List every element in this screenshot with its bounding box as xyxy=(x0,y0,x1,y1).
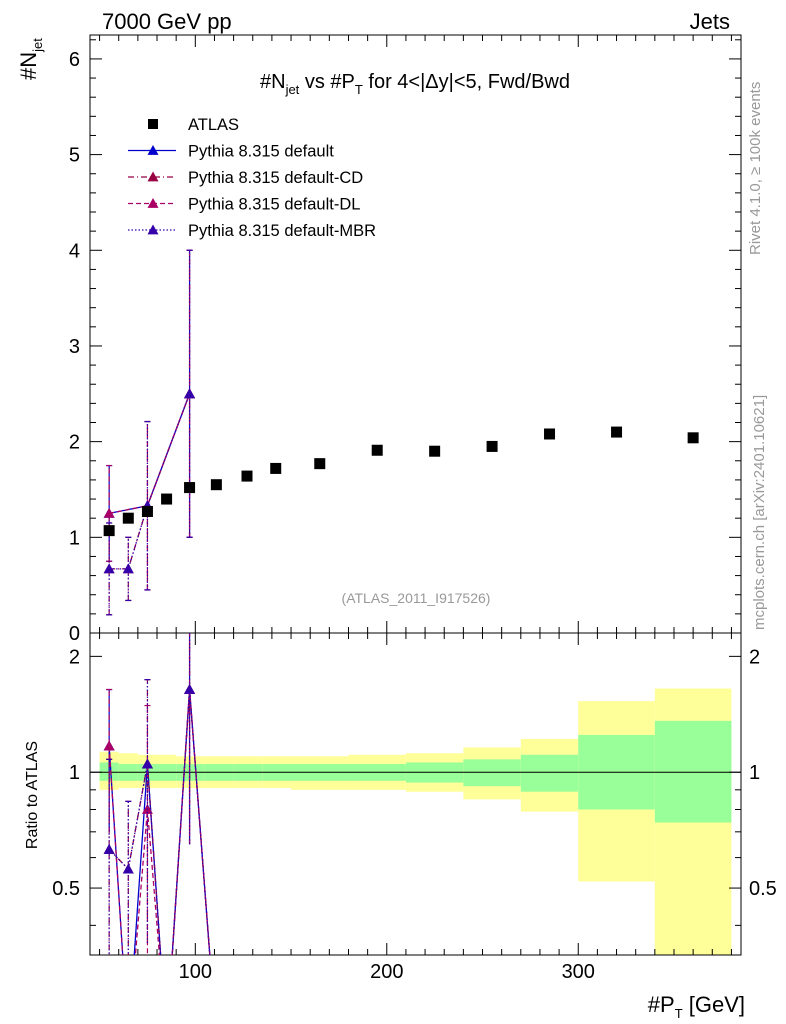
main-line-default xyxy=(109,393,191,515)
atlas-point-6 xyxy=(241,470,253,482)
main-marker-mbr-1 xyxy=(122,563,134,574)
ratio-series-group xyxy=(103,633,211,955)
atlas-point-13 xyxy=(611,426,623,438)
atlas-point-1 xyxy=(122,512,134,524)
ratio-marker-mbr-0 xyxy=(103,843,115,854)
ratio-y-tick-label-right-0.5: 0.5 xyxy=(749,878,777,900)
main-line-dl xyxy=(109,393,191,515)
x-label-pre: #P xyxy=(648,992,675,1017)
band-inner-12 xyxy=(520,754,579,792)
atlas-point-9 xyxy=(371,444,383,456)
ratio-plot-frame xyxy=(89,632,742,956)
x-label-post: [GeV] xyxy=(683,992,745,1017)
ratio-y-tick-label-right-2: 2 xyxy=(749,646,760,668)
main-marker-mbr-0 xyxy=(103,563,115,574)
ratio-marker-mbr-1 xyxy=(122,863,134,874)
ratio-y-tick-label-0.5: 0.5 xyxy=(52,878,80,900)
title-mid: vs #P xyxy=(299,71,355,93)
main-y-tick-label-1: 1 xyxy=(69,527,80,549)
main-y-tick-label-0: 0 xyxy=(69,623,80,645)
ratio-marker-mbr-2 xyxy=(141,758,153,769)
main-y-tick-label-3: 3 xyxy=(69,336,80,358)
main-y-axis-label: #Njet xyxy=(16,38,45,80)
main-y-tick-label-5: 5 xyxy=(69,145,80,167)
y-label-sub: jet xyxy=(30,38,45,53)
atlas-point-2 xyxy=(141,505,153,517)
atlas-point-8 xyxy=(314,458,326,470)
header-left: 7000 GeV pp xyxy=(102,9,232,34)
x-tick-label-300: 300 xyxy=(562,961,595,983)
main-y-tick-label-6: 6 xyxy=(69,49,80,71)
ratio-marker-mbr-4 xyxy=(184,684,196,694)
legend-label-dl: Pythia 8.315 default-DL xyxy=(188,196,360,214)
main-series-group xyxy=(103,249,196,616)
analysis-watermark: (ATLAS_2011_I917526) xyxy=(342,590,491,606)
ratio-y-tick-label-1: 1 xyxy=(69,762,80,784)
main-y-tick-label-4: 4 xyxy=(69,240,80,262)
atlas-point-12 xyxy=(544,428,556,440)
legend-marker-default xyxy=(147,145,159,155)
main-line-cd xyxy=(109,393,191,570)
ratio-y-tick-label-2: 2 xyxy=(69,646,80,668)
legend-marker-mbr xyxy=(147,224,159,235)
main-marker-mbr-3 xyxy=(184,388,196,399)
band-inner-14 xyxy=(654,720,732,823)
legend: ATLAS Pythia 8.315 default Pythia 8.315 de… xyxy=(128,116,376,240)
atlas-data-points xyxy=(103,426,699,537)
band-inner-11 xyxy=(463,759,521,787)
x-tick-label-200: 200 xyxy=(370,961,403,983)
title-sub1: jet xyxy=(285,82,300,97)
y-label-main: #N xyxy=(16,52,41,80)
header-right: Jets xyxy=(690,9,730,34)
ratio-marker-dl-0 xyxy=(103,740,115,751)
title-sub2: T xyxy=(355,82,363,97)
legend-marker-atlas xyxy=(148,119,158,129)
atlas-point-0 xyxy=(103,525,115,537)
ratio-y-tick-label-right-1: 1 xyxy=(749,762,760,784)
main-line-mbr xyxy=(109,393,191,570)
mcplots-credit-text: mcplots.cern.ch [arXiv:2401.10621] xyxy=(751,395,768,630)
atlas-point-10 xyxy=(429,445,441,457)
main-y-tick-label-2: 2 xyxy=(69,432,80,454)
legend-marker-cd xyxy=(147,171,159,182)
legend-marker-dl xyxy=(147,198,159,208)
ratio-line-mbr xyxy=(108,689,211,955)
main-title: #Njet vs #PT for 4<|Δy|<5, Fwd/Bwd xyxy=(260,71,570,97)
ratio-uncertainty-bands xyxy=(90,688,741,955)
x-axis-label: #PT [GeV] xyxy=(648,992,745,1021)
legend-label-default: Pythia 8.315 default xyxy=(188,143,334,161)
main-marker-dl-0 xyxy=(103,507,115,518)
legend-label-atlas: ATLAS xyxy=(188,116,239,134)
legend-label-mbr: Pythia 8.315 default-MBR xyxy=(188,222,376,240)
ratio-y-axis-label: Ratio to ATLAS xyxy=(24,741,41,849)
title-post: for 4<|Δy|<5, Fwd/Bwd xyxy=(363,71,570,93)
atlas-point-14 xyxy=(687,432,699,444)
atlas-point-4 xyxy=(184,482,196,494)
atlas-point-11 xyxy=(486,440,498,452)
atlas-point-7 xyxy=(270,462,282,474)
atlas-point-5 xyxy=(210,479,222,491)
title-pre: #N xyxy=(260,71,286,93)
legend-label-cd: Pythia 8.315 default-CD xyxy=(188,169,363,187)
x-tick-label-100: 100 xyxy=(179,961,212,983)
rivet-version-text: Rivet 4.1.0, ≥ 100k events xyxy=(747,82,764,255)
atlas-point-3 xyxy=(161,493,173,505)
x-label-sub: T xyxy=(675,1006,683,1021)
